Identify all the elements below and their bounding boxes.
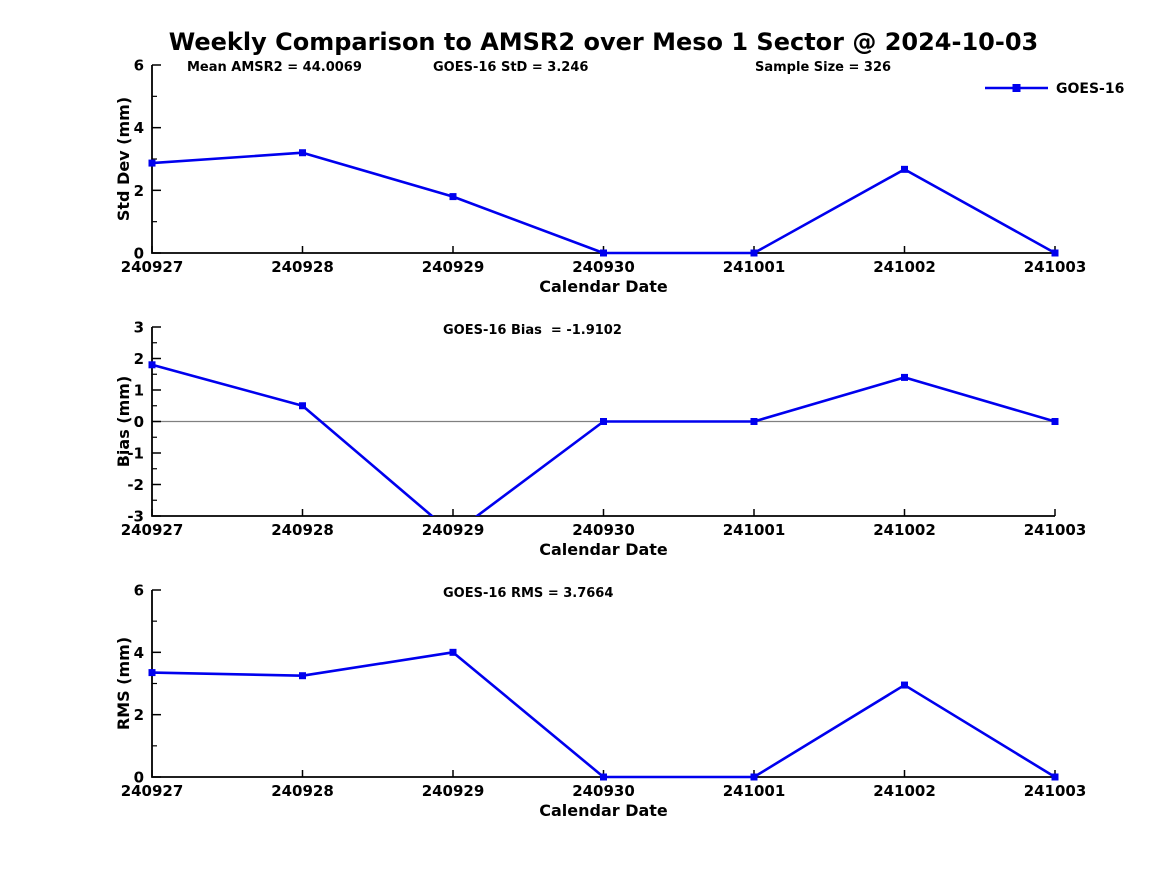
subplot-2: -3 -2 -1 0 1 2 3 240927 240928 240929 240930 241001…	[114, 319, 1086, 560]
data-marker-goes16	[299, 672, 306, 680]
axes	[151, 65, 1055, 254]
x-axis-label: Calendar Date	[539, 277, 668, 296]
data-marker-goes16	[299, 402, 306, 410]
data-marker-goes16	[148, 159, 156, 167]
y-axis-label: Std Dev (mm)	[114, 97, 133, 221]
y-tick-label: 1	[134, 382, 144, 400]
y-tick-label: 3	[134, 319, 144, 337]
x-tick-label: 241003	[1024, 521, 1087, 539]
x-tick-label: 241001	[723, 258, 786, 276]
y-tick-label: 4	[134, 119, 144, 137]
y-tick-label: 0	[134, 245, 144, 263]
y-tick-label: 0	[134, 769, 144, 787]
data-marker-goes16	[750, 249, 758, 257]
y-tick-label: 6	[134, 57, 144, 75]
y-tick-label: 6	[134, 582, 144, 600]
data-marker-goes16	[1051, 249, 1059, 257]
x-axis-label: Calendar Date	[539, 540, 668, 559]
x-tick-label: 241003	[1024, 782, 1087, 800]
legend: GOES-16	[985, 81, 1124, 97]
x-tick-label: 240929	[422, 521, 485, 539]
legend-marker-sample	[1012, 84, 1021, 92]
y-tick-label: 2	[134, 706, 144, 724]
data-line-goes16	[151, 363, 1056, 516]
data-marker-goes16	[449, 193, 457, 201]
x-tick-label: 240929	[422, 258, 485, 276]
x-tick-label: 240928	[271, 521, 334, 539]
data-line-goes16	[151, 651, 1056, 779]
axes	[151, 590, 1055, 778]
x-tick-label: 241003	[1024, 258, 1087, 276]
annotation: GOES-16 Bias = -1.9102	[443, 323, 622, 338]
x-tick-label: 240927	[121, 521, 184, 539]
annotation: GOES-16 StD = 3.246	[433, 60, 588, 75]
data-line-goes16	[151, 151, 1056, 255]
data-marker-goes16	[750, 773, 758, 781]
subplot-3: 0 2 4 6 240927 240928 240929 240930 241001 241002…	[114, 582, 1086, 821]
y-tick-label: 0	[134, 413, 144, 431]
x-tick-label: 240929	[422, 782, 485, 800]
data-marker-goes16	[148, 361, 156, 369]
y-tick-label: -3	[127, 508, 144, 526]
y-tick-label: -2	[127, 476, 144, 494]
data-marker-goes16	[600, 249, 607, 257]
y-axis-label: Bias (mm)	[114, 376, 133, 468]
x-tick-label: 241002	[873, 782, 936, 800]
x-tick-label: 240928	[271, 258, 334, 276]
data-marker-goes16	[148, 669, 156, 677]
y-tick-label: 4	[134, 644, 144, 662]
data-marker-goes16	[901, 373, 908, 381]
y-axis-label: RMS (mm)	[114, 637, 133, 730]
data-marker-goes16	[1051, 773, 1059, 781]
data-marker-goes16	[1051, 418, 1059, 425]
subplot-1: 0 2 4 6 240927 240928 240929 240930 241001 241002…	[114, 57, 1124, 297]
y-tick-label: -1	[127, 445, 144, 463]
data-marker-goes16	[449, 648, 457, 656]
legend-label: GOES-16	[1056, 81, 1124, 97]
data-marker-goes16	[750, 418, 758, 425]
data-marker-goes16	[901, 681, 908, 689]
x-tick-label: 240930	[572, 521, 635, 539]
x-tick-label: 240930	[572, 258, 635, 276]
data-marker-goes16	[299, 149, 306, 157]
x-tick-label: 241002	[873, 521, 936, 539]
y-tick-label: 2	[134, 350, 144, 368]
x-tick-label: 240928	[271, 782, 334, 800]
data-marker-goes16	[600, 773, 607, 781]
y-tick-label: 2	[134, 182, 144, 200]
x-tick-label: 241001	[723, 782, 786, 800]
annotation: Mean AMSR2 = 44.0069	[187, 60, 362, 75]
x-tick-label: 240927	[121, 258, 184, 276]
annotation: GOES-16 RMS = 3.7664	[443, 586, 613, 601]
x-tick-label: 241001	[723, 521, 786, 539]
x-tick-label: 241002	[873, 258, 936, 276]
data-marker-goes16	[901, 165, 908, 173]
annotation: Sample Size = 326	[755, 60, 891, 75]
x-axis-label: Calendar Date	[539, 801, 668, 820]
x-tick-label: 240930	[572, 782, 635, 800]
x-tick-label: 240927	[121, 782, 184, 800]
data-marker-goes16	[600, 418, 607, 425]
figure-title: Weekly Comparison to AMSR2 over Meso 1 S…	[168, 28, 1039, 56]
